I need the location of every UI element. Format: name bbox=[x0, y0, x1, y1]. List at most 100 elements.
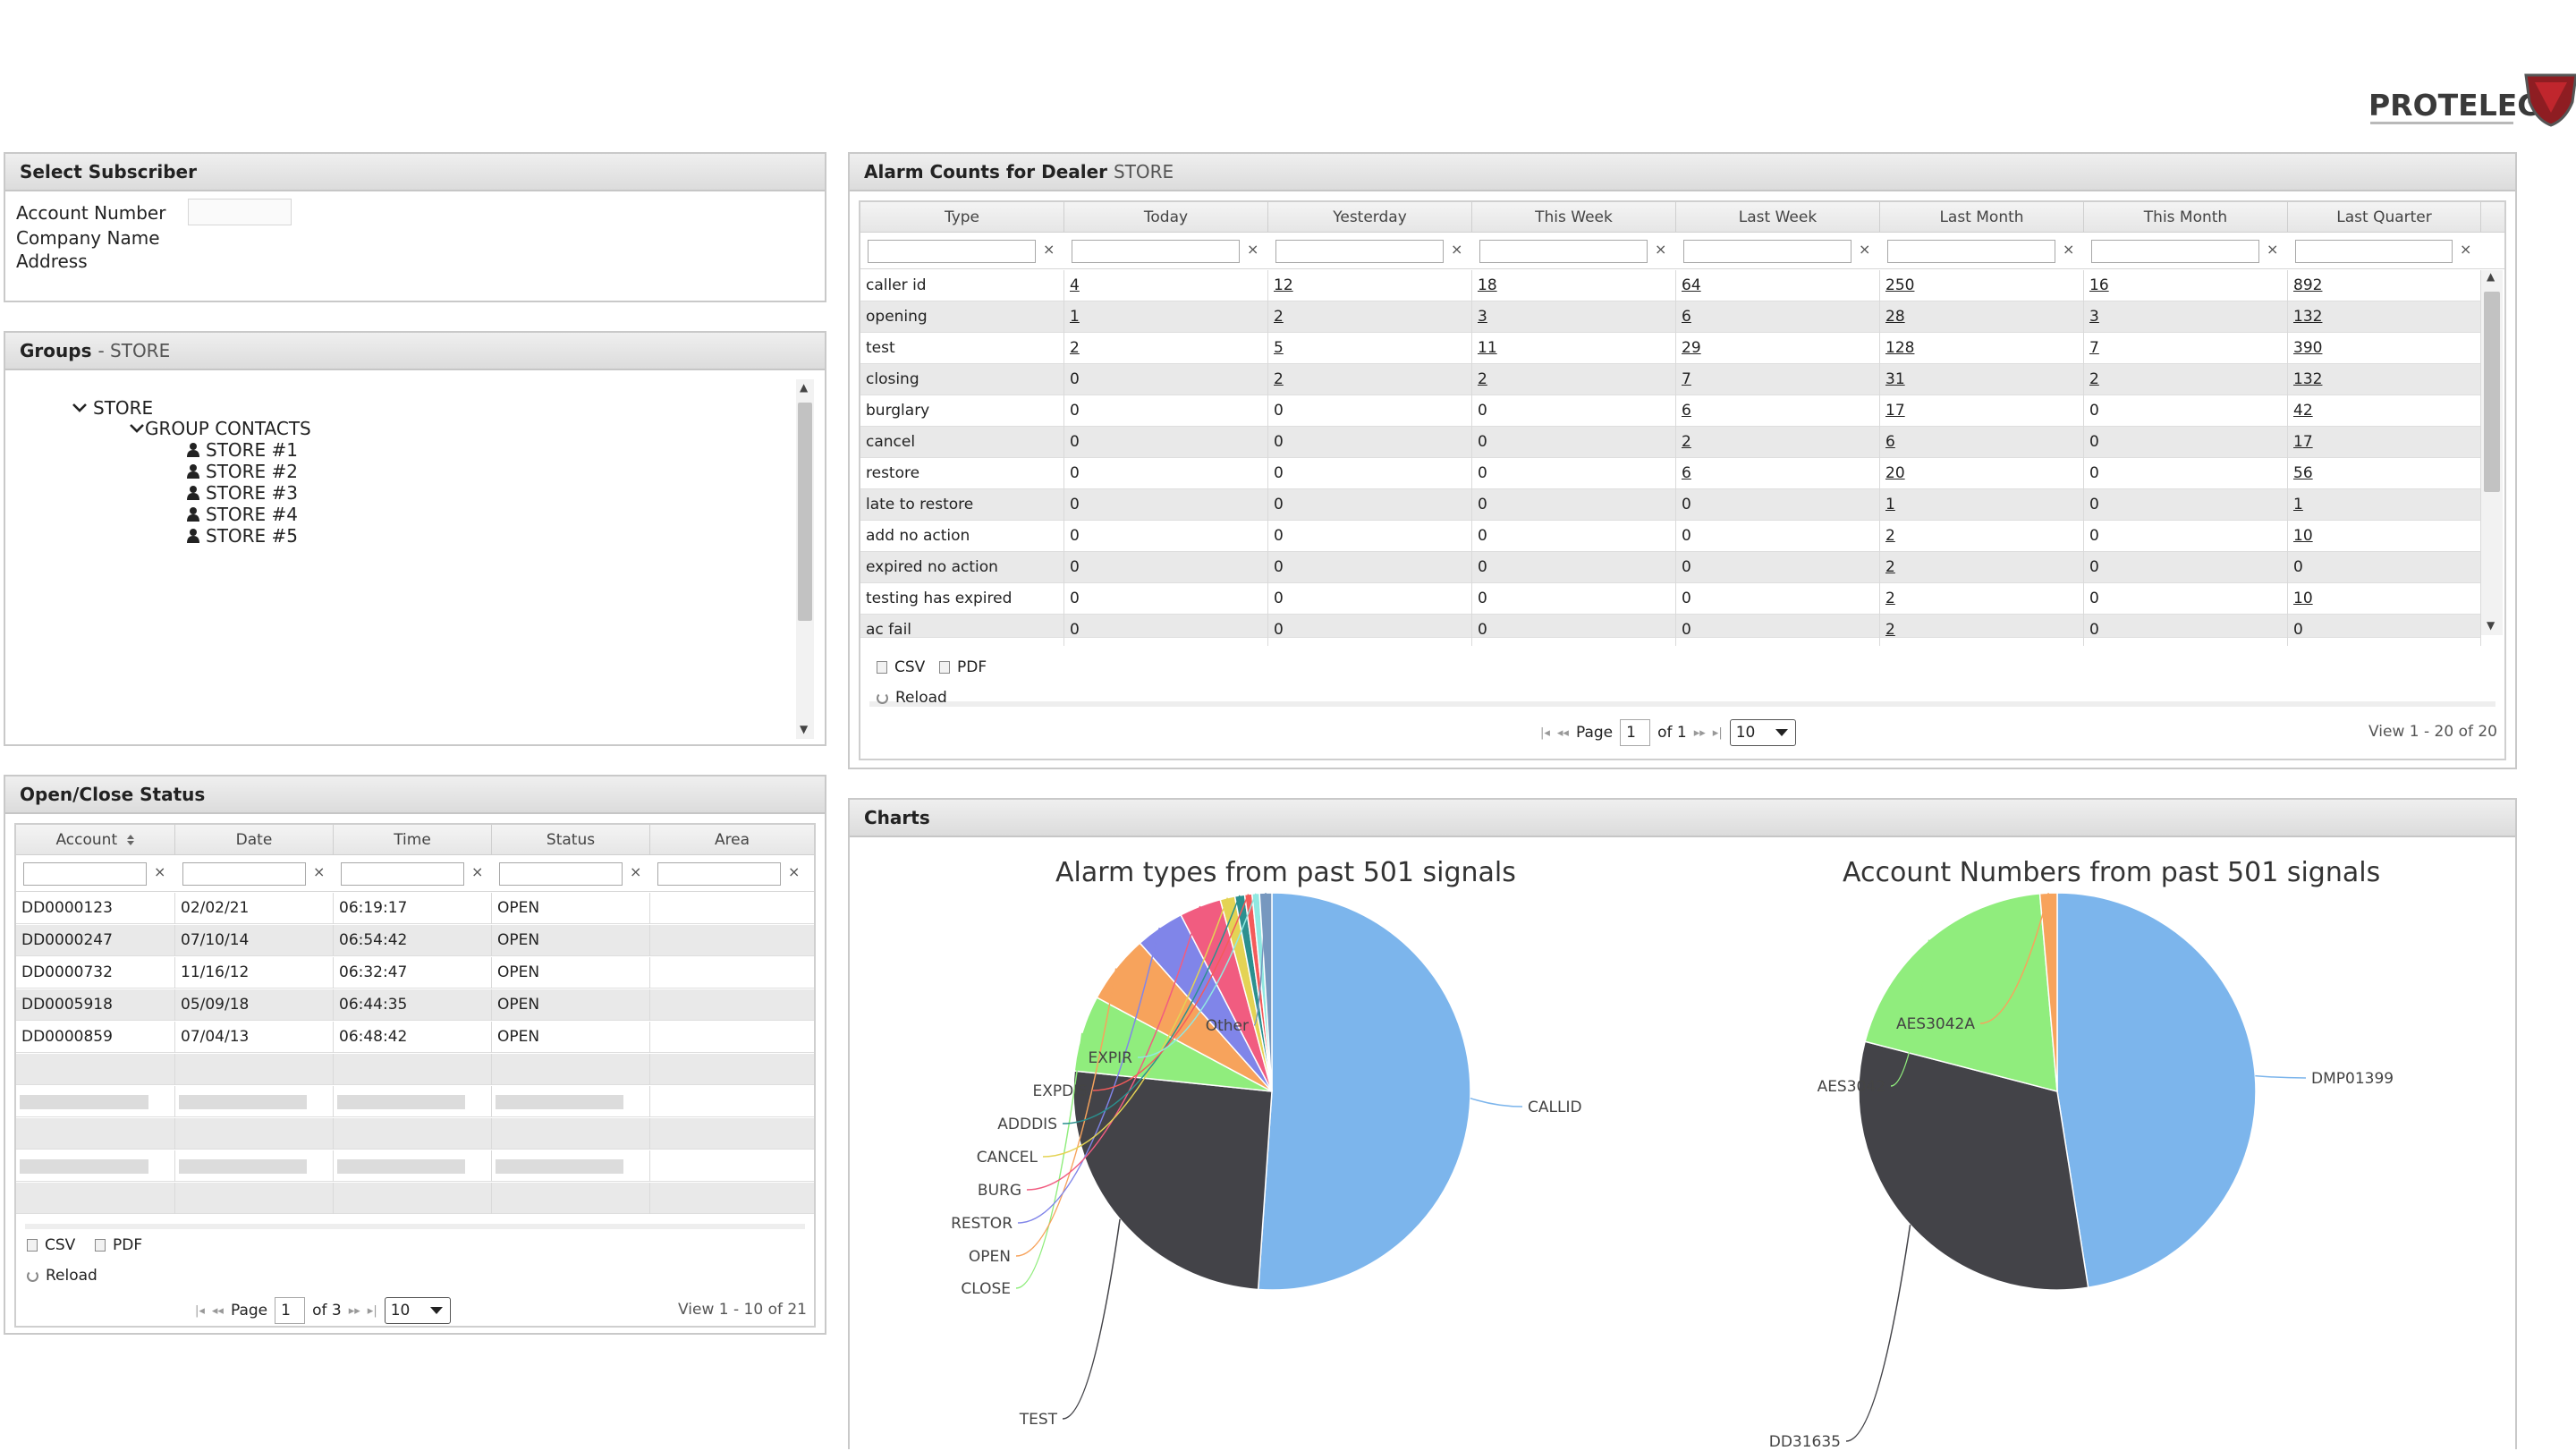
count-link[interactable]: 29 bbox=[1682, 339, 1701, 357]
filter-input-time[interactable] bbox=[341, 862, 464, 886]
table-row[interactable]: restore 0 0 0 6 20 0 56 bbox=[860, 458, 2481, 489]
count-link[interactable]: 2 bbox=[1070, 339, 1080, 357]
table-row[interactable]: add no action 0 0 0 0 2 0 10 bbox=[860, 521, 2481, 552]
clear-filter-icon[interactable]: × bbox=[1655, 241, 1667, 258]
count-link[interactable]: 31 bbox=[1885, 370, 1905, 388]
pie-slice-aes3042a[interactable] bbox=[2038, 892, 2058, 1092]
clear-filter-icon[interactable]: × bbox=[1451, 241, 1463, 258]
cell-last-quarter[interactable]: 10 bbox=[2288, 583, 2481, 615]
cell-this-week[interactable]: 18 bbox=[1472, 270, 1676, 301]
cell-last-week[interactable]: 6 bbox=[1676, 301, 1880, 333]
count-link[interactable]: 6 bbox=[1682, 464, 1691, 482]
cell-last-quarter[interactable]: 892 bbox=[2288, 270, 2481, 301]
filter-input-type[interactable] bbox=[868, 240, 1036, 263]
count-link[interactable]: 12 bbox=[1274, 276, 1293, 294]
cell-last-week[interactable]: 29 bbox=[1676, 333, 1880, 364]
cell-last-quarter[interactable]: 390 bbox=[2288, 333, 2481, 364]
cell-this-month[interactable]: 16 bbox=[2084, 270, 2288, 301]
count-link[interactable]: 6 bbox=[1885, 433, 1895, 451]
cell-last-week[interactable]: 64 bbox=[1676, 270, 1880, 301]
clear-filter-icon[interactable]: × bbox=[154, 863, 166, 880]
count-link[interactable]: 132 bbox=[2293, 370, 2323, 388]
column-header-this-week[interactable]: This Week bbox=[1472, 202, 1676, 233]
column-header-last-week[interactable]: Last Week bbox=[1676, 202, 1880, 233]
table-row[interactable]: DD0005918 05/09/18 06:44:35 OPEN bbox=[16, 989, 814, 1021]
column-header-date[interactable]: Date bbox=[175, 825, 334, 855]
reload-button[interactable]: Reload bbox=[877, 689, 947, 707]
filter-input-yesterday[interactable] bbox=[1275, 240, 1444, 263]
cell-yesterday[interactable]: 2 bbox=[1268, 301, 1472, 333]
count-link[interactable]: 64 bbox=[1682, 276, 1701, 294]
filter-input-status[interactable] bbox=[499, 862, 623, 886]
cell-yesterday[interactable]: 12 bbox=[1268, 270, 1472, 301]
clear-filter-icon[interactable]: × bbox=[2460, 241, 2472, 258]
clear-filter-icon[interactable]: × bbox=[471, 863, 484, 880]
cell-this-week[interactable]: 3 bbox=[1472, 301, 1676, 333]
clear-filter-icon[interactable]: × bbox=[630, 863, 642, 880]
export-csv-button[interactable]: CSV bbox=[877, 658, 925, 676]
cell-last-quarter[interactable]: 1 bbox=[2288, 489, 2481, 521]
cell-last-month[interactable]: 20 bbox=[1880, 458, 2084, 489]
count-link[interactable]: 5 bbox=[1274, 339, 1284, 357]
column-header-last-quarter[interactable]: Last Quarter bbox=[2288, 202, 2481, 233]
count-link[interactable]: 17 bbox=[1885, 402, 1905, 420]
table-row[interactable]: cancel 0 0 0 2 6 0 17 bbox=[860, 427, 2481, 458]
cell-last-quarter[interactable]: 10 bbox=[2288, 521, 2481, 552]
count-link[interactable]: 892 bbox=[2293, 276, 2323, 294]
cell-last-quarter[interactable]: 17 bbox=[2288, 427, 2481, 458]
pie-slice-dmp01399[interactable] bbox=[2056, 892, 2257, 1289]
filter-input-date[interactable] bbox=[182, 862, 306, 886]
filter-input-last-month[interactable] bbox=[1887, 240, 2055, 263]
cell-last-month[interactable]: 2 bbox=[1880, 615, 2084, 646]
tree-leaf-store-5[interactable]: STORE #5 bbox=[186, 525, 298, 547]
count-link[interactable]: 2 bbox=[1274, 370, 1284, 388]
tree-leaf-store-1[interactable]: STORE #1 bbox=[186, 439, 298, 461]
table-row[interactable]: caller id 4 12 18 64 250 16 892 bbox=[860, 270, 2481, 301]
cell-today[interactable]: 1 bbox=[1064, 301, 1268, 333]
clear-filter-icon[interactable]: × bbox=[2267, 241, 2279, 258]
first-page-icon[interactable]: |◂ bbox=[195, 1303, 205, 1318]
count-link[interactable]: 2 bbox=[1885, 621, 1895, 639]
last-page-icon[interactable]: ▸| bbox=[367, 1303, 377, 1318]
pie-slice-test[interactable] bbox=[1072, 1070, 1273, 1291]
count-link[interactable]: 132 bbox=[2293, 308, 2323, 326]
cell-last-month[interactable]: 128 bbox=[1880, 333, 2084, 364]
cell-last-month[interactable]: 2 bbox=[1880, 583, 2084, 615]
page-size-select[interactable]: 10 bbox=[1729, 719, 1796, 746]
count-link[interactable]: 2 bbox=[1885, 558, 1895, 576]
grid-scrollbar[interactable]: ▲ ▼ bbox=[2481, 270, 2503, 635]
prev-page-icon[interactable]: ◂◂ bbox=[1556, 726, 1569, 740]
table-row[interactable]: ac fail 0 0 0 0 2 0 0 bbox=[860, 615, 2481, 646]
count-link[interactable]: 10 bbox=[2293, 590, 2313, 607]
count-link[interactable]: 28 bbox=[1885, 308, 1905, 326]
cell-last-month[interactable]: 31 bbox=[1880, 364, 2084, 395]
next-page-icon[interactable]: ▸▸ bbox=[1693, 726, 1706, 740]
count-link[interactable]: 2 bbox=[1885, 590, 1895, 607]
cell-last-week[interactable]: 2 bbox=[1676, 427, 1880, 458]
filter-input-account[interactable] bbox=[23, 862, 147, 886]
count-link[interactable]: 7 bbox=[1682, 370, 1691, 388]
clear-filter-icon[interactable]: × bbox=[788, 863, 801, 880]
scroll-down-icon[interactable]: ▼ bbox=[2487, 619, 2496, 632]
table-row[interactable] bbox=[16, 1054, 814, 1085]
count-link[interactable]: 10 bbox=[2293, 527, 2313, 545]
scrollbar-thumb[interactable] bbox=[2484, 292, 2500, 492]
tree-scrollbar[interactable]: ▲ ▼ bbox=[796, 379, 814, 739]
page-size-select[interactable]: 10 bbox=[384, 1297, 451, 1324]
clear-filter-icon[interactable]: × bbox=[1859, 241, 1871, 258]
cell-this-month[interactable]: 2 bbox=[2084, 364, 2288, 395]
next-page-icon[interactable]: ▸▸ bbox=[348, 1303, 360, 1318]
count-link[interactable]: 250 bbox=[1885, 276, 1915, 294]
scroll-up-icon[interactable]: ▲ bbox=[2487, 270, 2496, 283]
pie-slice-callid[interactable] bbox=[1257, 892, 1471, 1291]
table-row[interactable]: testing has expired 0 0 0 0 2 0 10 bbox=[860, 583, 2481, 615]
reload-button[interactable]: Reload bbox=[27, 1267, 97, 1285]
count-link[interactable]: 6 bbox=[1682, 308, 1691, 326]
clear-filter-icon[interactable]: × bbox=[1043, 241, 1055, 258]
clear-filter-icon[interactable]: × bbox=[2063, 241, 2075, 258]
column-header-time[interactable]: Time bbox=[334, 825, 492, 855]
count-link[interactable]: 2 bbox=[1478, 370, 1487, 388]
cell-last-quarter[interactable]: 56 bbox=[2288, 458, 2481, 489]
count-link[interactable]: 4 bbox=[1070, 276, 1080, 294]
table-row[interactable] bbox=[16, 1150, 814, 1182]
